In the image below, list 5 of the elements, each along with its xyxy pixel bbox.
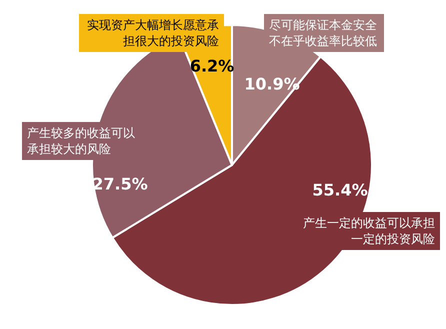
slice-label: 实现资产大幅增长愿意承担很大的投资风险 xyxy=(87,18,219,48)
slice-label: 尽可能保证本金安全不在乎收益率比较低 xyxy=(269,18,377,48)
slice-label: 产生较多的收益可以承担较大的风险 xyxy=(27,126,135,156)
slice-label: 产生一定的收益可以承担一定的投资风险 xyxy=(303,216,435,246)
data-label: 55.4% xyxy=(312,180,368,200)
